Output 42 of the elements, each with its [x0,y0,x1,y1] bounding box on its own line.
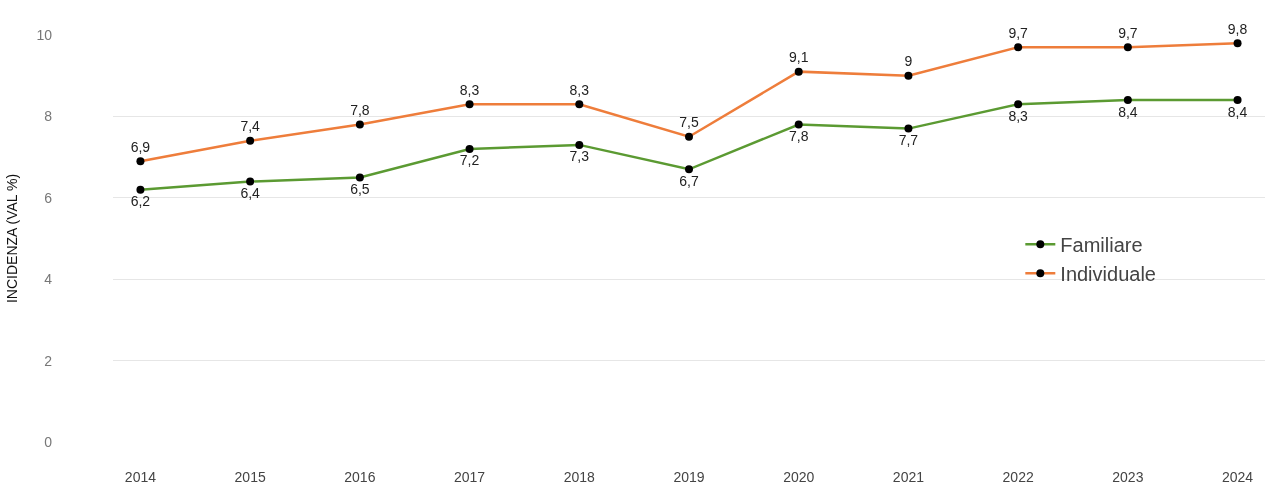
x-tick-label: 2019 [673,469,705,485]
data-label: 6,2 [130,193,151,210]
data-label: 9 [904,53,913,70]
x-tick-label: 2024 [1221,469,1254,485]
y-tick-label: 4 [44,271,53,288]
data-label: 8,3 [569,81,590,98]
data-label: 7,5 [679,114,699,131]
y-tick-label: 10 [36,26,53,43]
data-label: 9,8 [1227,20,1248,37]
data-label: 7,2 [459,152,480,169]
x-tick-label: 2018 [563,469,596,485]
data-label: 8,4 [1227,103,1248,120]
data-label: 7,8 [788,128,809,145]
y-axis-title: INCIDENZA (VAL %) [4,173,21,304]
x-tick-label: 2016 [344,469,376,485]
data-label: 6,9 [130,138,151,155]
data-label: 7,4 [240,118,261,135]
y-tick-label: 2 [44,352,53,369]
y-tick-label: 0 [44,433,53,450]
data-label: 7,7 [898,132,919,149]
data-label: 6,7 [679,172,699,189]
data-label: 7,8 [350,102,370,119]
y-tick-label: 6 [44,189,53,206]
data-label: 7,3 [569,148,590,165]
data-label: 8,4 [1118,103,1138,120]
data-label: 6,5 [350,180,370,197]
x-tick-label: 2014 [124,469,157,485]
x-tick-label: 2022 [1002,469,1034,485]
data-label: 9,7 [1118,24,1138,41]
x-tick-label: 2015 [234,469,266,485]
data-label: 9,7 [1008,24,1029,41]
data-label: 8,3 [459,81,480,98]
data-label: 9,1 [788,49,809,66]
legend-label: Familiare [1060,234,1143,257]
data-label: 8,3 [1008,107,1029,124]
x-tick-label: 2020 [783,469,815,485]
y-tick-label: 8 [44,108,53,125]
x-tick-label: 2017 [453,469,486,485]
x-tick-label: 2021 [892,469,925,485]
data-label: 6,4 [240,185,261,202]
legend-label: Individuale [1060,263,1156,286]
x-tick-label: 2023 [1112,469,1144,485]
